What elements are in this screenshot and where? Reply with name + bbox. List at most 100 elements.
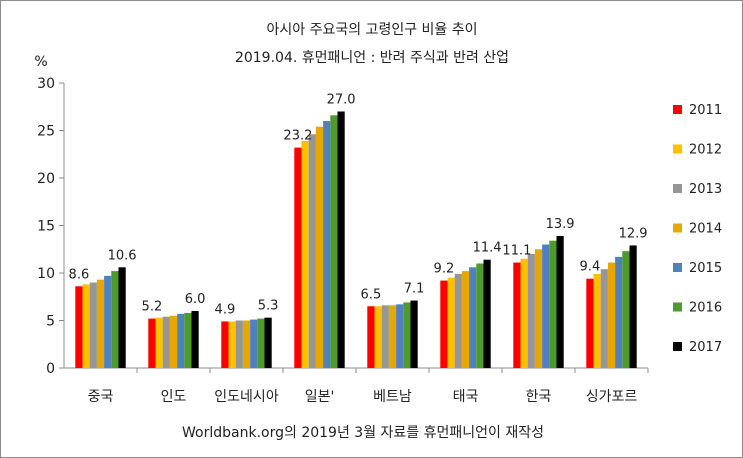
bar <box>483 259 491 368</box>
bar <box>162 316 170 368</box>
bar <box>104 275 112 368</box>
bar <box>337 111 345 368</box>
x-tick-label: 인도네시아 <box>214 389 279 405</box>
y-tick-label: 25 <box>37 124 55 140</box>
bar <box>191 311 199 368</box>
plot-area: 0 5 10 15 20 25 30 중국 인도 인도네시아 일본' 베트남 태국 한국 싱가포르 8.6 10… <box>37 76 649 405</box>
legend: 2011 2012 2013 2014 2015 2016 2017 <box>673 103 722 355</box>
bar <box>454 273 462 368</box>
bar <box>82 284 90 368</box>
bar <box>308 134 316 368</box>
bar <box>155 317 163 368</box>
bar <box>629 245 637 368</box>
bar <box>534 249 543 368</box>
bar <box>476 263 484 368</box>
x-tick-label: 한국 <box>526 389 552 405</box>
bar <box>527 254 535 368</box>
bar <box>381 305 389 368</box>
data-label: 8.6 <box>69 267 90 282</box>
legend-label: 2016 <box>689 301 722 316</box>
bar <box>615 256 623 368</box>
legend-swatch <box>673 342 682 351</box>
bar <box>148 318 156 368</box>
chart-title: 아시아 주요국의 고령인구 비율 추이 <box>267 22 478 38</box>
bar <box>403 302 411 368</box>
bar <box>513 262 521 368</box>
bar <box>593 273 601 368</box>
bar <box>461 271 470 368</box>
data-label: 9.4 <box>580 260 601 275</box>
legend-swatch <box>673 184 682 193</box>
data-label: 27.0 <box>327 93 356 108</box>
legend-label: 2014 <box>689 222 722 237</box>
bar <box>388 305 397 368</box>
chart-subtitle: 2019.04. 휴먼패니언 : 반려 주식과 반려 산업 <box>235 50 509 66</box>
bar <box>264 317 272 368</box>
bar <box>600 269 608 368</box>
data-label: 6.5 <box>361 287 382 302</box>
y-tick-label: 0 <box>46 361 55 377</box>
bar <box>323 121 331 368</box>
bar <box>520 258 528 368</box>
bar <box>169 315 178 368</box>
bar <box>111 271 119 368</box>
data-label: 6.0 <box>185 292 206 307</box>
data-label: 5.3 <box>258 299 279 314</box>
data-label: 5.2 <box>142 300 163 315</box>
legend-label: 2017 <box>689 340 722 355</box>
legend-label: 2012 <box>689 143 722 158</box>
data-label: 7.1 <box>404 282 425 297</box>
bar <box>250 319 258 368</box>
y-tick-label: 20 <box>37 171 55 187</box>
bar <box>374 306 382 368</box>
x-tick-label: 인도 <box>161 389 187 405</box>
bar <box>556 235 564 368</box>
x-tick-label: 중국 <box>88 389 114 405</box>
bar <box>396 304 404 368</box>
bar <box>294 147 302 368</box>
legend-label: 2013 <box>689 182 722 197</box>
y-tick-label: 30 <box>37 76 55 92</box>
data-label: 4.9 <box>215 302 236 317</box>
y-tick-label: 5 <box>46 314 55 330</box>
bar <box>410 300 418 368</box>
bar <box>607 262 616 368</box>
data-label: 11.1 <box>502 244 531 259</box>
data-label: 11.4 <box>473 241 502 256</box>
bar <box>96 279 105 368</box>
bar <box>542 244 550 368</box>
bar <box>221 321 229 368</box>
bar <box>622 251 630 368</box>
y-tick-label: 10 <box>37 266 55 282</box>
x-tick-label: 일본' <box>305 389 335 405</box>
data-label: 9.2 <box>434 262 455 277</box>
bar <box>367 306 375 368</box>
data-label: 23.2 <box>283 129 312 144</box>
bar <box>315 126 324 368</box>
bar <box>549 240 557 368</box>
bar <box>228 321 236 368</box>
legend-swatch <box>673 263 682 272</box>
bar <box>440 280 448 368</box>
bar <box>447 277 455 368</box>
bar <box>118 267 126 368</box>
x-tick-label: 베트남 <box>373 389 412 405</box>
bar <box>301 140 309 368</box>
bar <box>75 286 83 368</box>
bar <box>469 267 477 368</box>
legend-swatch <box>673 223 682 233</box>
bar <box>257 318 265 368</box>
legend-swatch <box>673 105 682 114</box>
data-label: 13.9 <box>546 217 575 232</box>
bar <box>235 320 243 368</box>
bar <box>586 278 594 368</box>
y-tick-label: 15 <box>37 219 55 235</box>
legend-swatch <box>673 144 682 154</box>
legend-label: 2011 <box>689 103 722 118</box>
data-label: 10.6 <box>108 248 137 263</box>
bar <box>184 312 192 368</box>
data-label: 12.9 <box>619 226 648 241</box>
source-note: Worldbank.org의 2019년 3월 자료를 휴먼패니언이 재작성 <box>182 425 544 441</box>
